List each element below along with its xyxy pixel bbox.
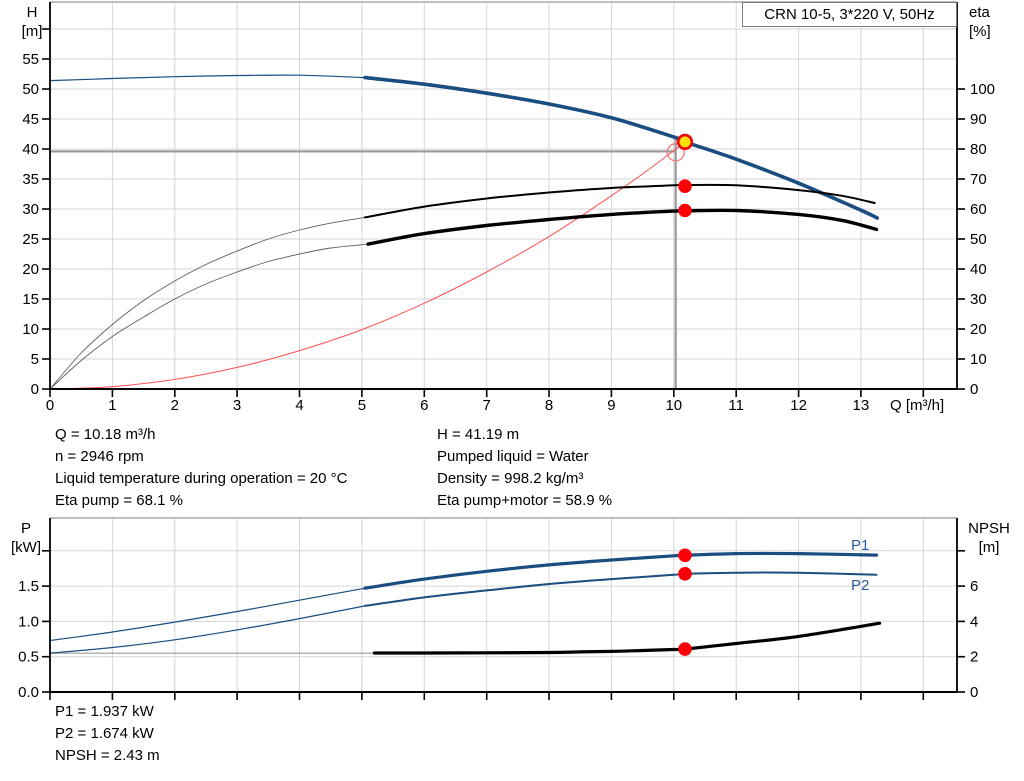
tick-label: 13 (853, 397, 870, 414)
pump-title-box: CRN 10-5, 3*220 V, 50Hz (742, 2, 957, 27)
p1-point (678, 548, 692, 563)
duty-point[interactable] (676, 133, 694, 150)
eta-pump-curve (364, 183, 876, 219)
p1-curve-extension (49, 587, 366, 642)
duty-info-liquid: Pumped liquid = Water (437, 448, 589, 465)
tick-label: 11 (728, 397, 744, 414)
tick-label: 15 (22, 291, 39, 308)
npsh-point (678, 642, 692, 656)
tick-label: 0 (31, 381, 39, 398)
tick-label: 60 (970, 201, 987, 218)
eta-pump-motor-curve-extension (49, 243, 369, 390)
p-axis-title: P [kW] (5, 519, 47, 557)
tick-label: 9 (607, 397, 615, 414)
p1-curve-label: P1 (851, 537, 870, 554)
tick-label: 45 (22, 111, 39, 128)
h-axis-title-line1: H (26, 4, 38, 21)
eta-pump-curve-extension (49, 216, 366, 390)
tick-label: 40 (970, 261, 987, 278)
power-npsh-chart: 0.0 0.5 1.0 1.5 0 2 4 6 (18, 517, 978, 701)
eta-pump-motor-point (678, 203, 692, 218)
tick-label: 2 (970, 649, 978, 666)
tick-label: 25 (22, 231, 39, 248)
power-info-p1: P1 = 1.937 kW (55, 703, 154, 720)
pump-title: CRN 10-5, 3*220 V, 50Hz (764, 6, 935, 23)
tick-label: 1.5 (18, 578, 39, 595)
tick-label: 10 (970, 351, 987, 368)
tick-label: 0 (46, 397, 54, 414)
head-curve (363, 75, 879, 220)
duty-info-n: n = 2946 rpm (55, 448, 144, 465)
npsh-curve (372, 621, 882, 655)
duty-info-left: Q = 10.18 m³/h n = 2946 rpm Liquid tempe… (55, 424, 347, 512)
tick-label: 30 (970, 291, 987, 308)
h-axis-title: H [m] (10, 3, 54, 41)
tick-label: 6 (970, 578, 978, 595)
tick-label: 20 (22, 261, 39, 278)
tick-label: 10 (22, 321, 39, 338)
npsh-axis-title-line2: [m] (978, 539, 1000, 556)
duty-info-density: Density = 998.2 kg/m³ (437, 470, 584, 487)
requested-duty-point (666, 143, 685, 162)
power-info-p2: P2 = 1.674 kW (55, 725, 154, 742)
tick-label: 1.0 (18, 613, 39, 630)
tick-label: 0.0 (18, 684, 39, 701)
tick-label: 6 (420, 397, 428, 414)
tick-label: 50 (970, 231, 987, 248)
p-axis-title-line1: P (20, 520, 31, 537)
eta-pump-point (678, 179, 692, 193)
tick-label: 4 (295, 397, 303, 414)
tick-label: 30 (22, 201, 39, 218)
h-axis-title-line2: [m] (21, 23, 43, 40)
tick-label: 100 (970, 81, 995, 98)
tick-label: 70 (970, 171, 987, 188)
tick-label: 90 (970, 111, 987, 128)
p1-curve (363, 551, 879, 590)
head-curve-extension (49, 74, 366, 82)
tick-label: 5 (31, 351, 39, 368)
tick-label: 40 (22, 141, 39, 158)
q-axis-title: Q [m³/h] (890, 397, 945, 414)
hq-eta-chart: 0510152025303540455055010203040506070809… (22, 1, 995, 414)
tick-label: 20 (970, 321, 987, 338)
p-axis-title-line2: [kW] (11, 539, 41, 556)
tick-label: 12 (790, 397, 807, 414)
tick-label: 4 (970, 613, 978, 630)
p2-curve (364, 571, 878, 607)
tick-label: 50 (22, 81, 39, 98)
eta-axis-title-line1: eta (969, 4, 990, 21)
duty-info-right: H = 41.19 m Pumped liquid = Water Densit… (437, 424, 612, 512)
power-info-npsh: NPSH = 2.43 m (55, 747, 160, 764)
npsh-axis-title: NPSH [m] (958, 519, 1020, 557)
power-info: P1 = 1.937 kW P2 = 1.674 kW NPSH = 2.43 … (55, 701, 160, 767)
duty-info-eta-total: Eta pump+motor = 58.9 % (437, 492, 613, 509)
eta-axis-title: eta [%] (969, 3, 1015, 41)
duty-info-h: H = 41.19 m (437, 426, 520, 443)
tick-label: 0 (970, 381, 978, 398)
tick-label: 5 (358, 397, 366, 414)
eta-pump-motor-curve (366, 208, 879, 246)
duty-info-temp: Liquid temperature during operation = 20… (55, 470, 348, 487)
tick-label: 8 (545, 397, 553, 414)
tick-label: 35 (22, 171, 39, 188)
tick-label: 7 (483, 397, 491, 414)
tick-label: 10 (665, 397, 682, 414)
npsh-axis-title-line1: NPSH (968, 520, 1010, 537)
tick-label: 0 (970, 684, 978, 701)
tick-label: 0.5 (18, 649, 39, 666)
p2-curve-extension (49, 605, 366, 654)
tick-label: 1 (108, 397, 116, 414)
tick-label: 3 (233, 397, 241, 414)
duty-info-eta-pump: Eta pump = 68.1 % (55, 492, 183, 509)
tick-label: 55 (22, 51, 39, 68)
system-curve (49, 141, 686, 390)
duty-info-q: Q = 10.18 m³/h (55, 426, 156, 443)
p2-point (678, 567, 692, 581)
eta-axis-title-line2: [%] (969, 23, 991, 40)
tick-label: 80 (970, 141, 987, 158)
p2-curve-label: P2 (851, 577, 870, 594)
tick-label: 2 (171, 397, 179, 414)
